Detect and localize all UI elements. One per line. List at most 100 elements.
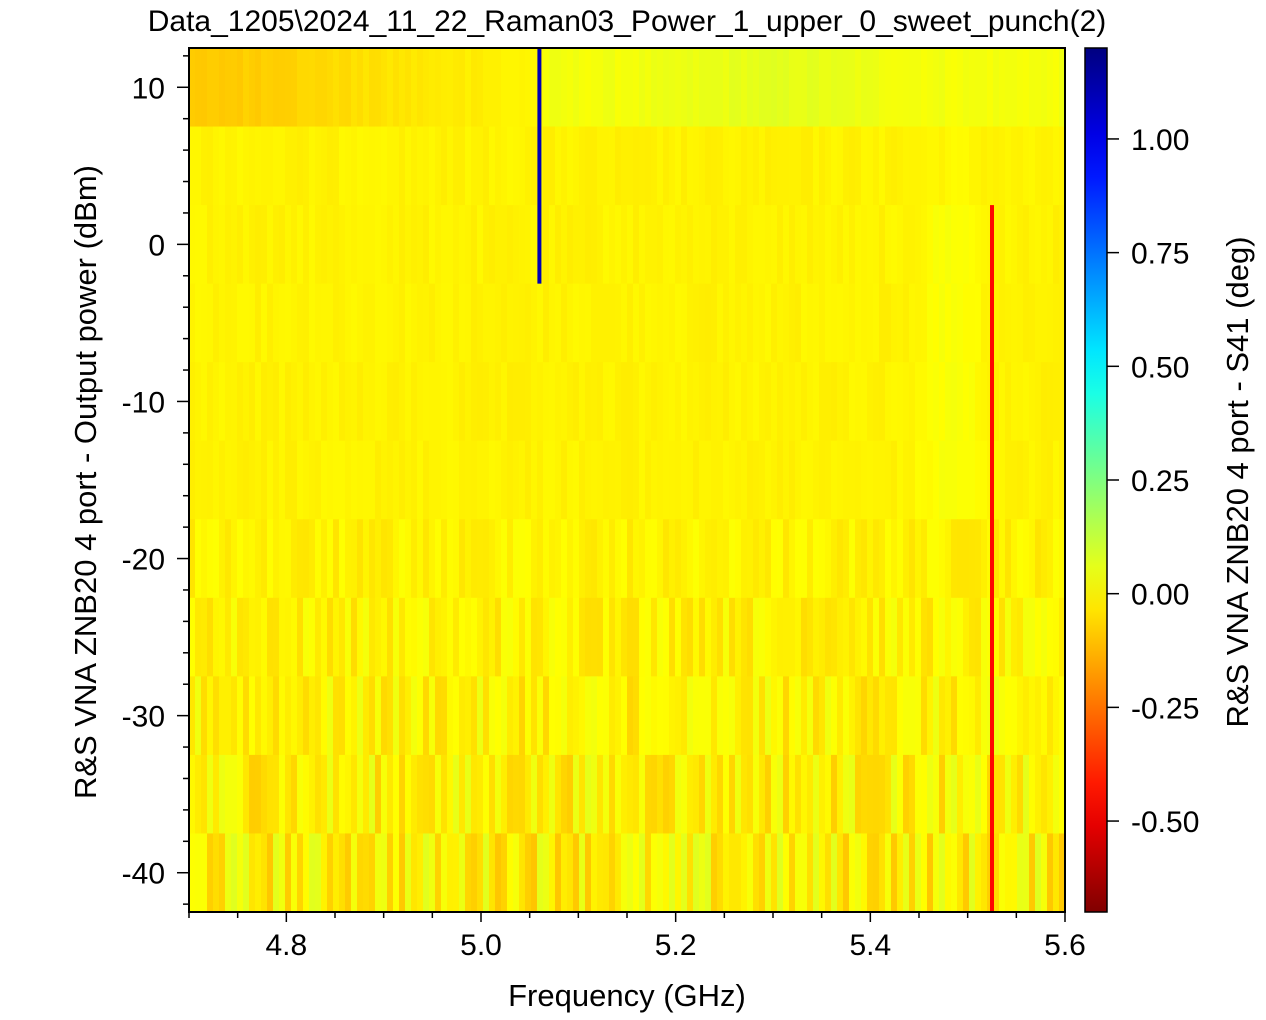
heatmap-cell [807,440,814,520]
heatmap-cell [789,754,796,835]
heatmap-cell [459,754,466,835]
heatmap-cell [777,48,784,128]
heatmap-cell [969,126,976,206]
heatmap-cell [309,597,316,677]
colorbar-axis: 1.000.750.500.250.00-0.25-0.50 [1107,124,1199,839]
heatmap-cell [345,48,352,128]
heatmap-cell [411,676,418,756]
heatmap-cell [687,597,694,677]
heatmap-cell [621,126,628,206]
heatmap-cell [381,205,388,285]
heatmap-cell [717,676,724,756]
heatmap-cell [1035,597,1042,677]
heatmap-cell [933,597,940,677]
heatmap-cell [453,48,460,128]
heatmap-cell [495,597,502,677]
heatmap-cell [843,519,850,599]
heatmap-cell [1059,362,1066,442]
heatmap-cell [927,362,934,442]
heatmap-cell [783,754,790,835]
heatmap-cell [219,48,226,128]
heatmap-cell [1011,519,1018,599]
heatmap-cell [759,362,766,442]
heatmap-cell [921,283,928,363]
heatmap-cell [663,597,670,677]
heatmap-cell [363,126,370,206]
heatmap-cell [981,283,988,363]
heatmap-cell [477,519,484,599]
heatmap-cell [699,283,706,363]
heatmap-cell [375,283,382,363]
y-axis-title: R&S VNA ZNB20 4 port - Output power (dBm… [68,165,103,799]
heatmap-cell [495,440,502,520]
heatmap-cell [861,676,868,756]
heatmap-cell [243,754,250,835]
heatmap-cell [657,676,664,756]
heatmap-cell [801,440,808,520]
heatmap-cell [687,440,694,520]
heatmap-cell [831,833,838,913]
heatmap-cell [273,833,280,913]
heatmap-cell [585,205,592,285]
heatmap-cell [897,126,904,206]
heatmap-cell [441,597,448,677]
heatmap-cell [723,205,730,285]
heatmap-cell [975,205,982,285]
heatmap-cell [975,362,982,442]
heatmap-cell [861,440,868,520]
heatmap-cell [855,440,862,520]
heatmap-cell [831,126,838,206]
heatmap-cell [729,126,736,206]
heatmap-cell [285,48,292,128]
heatmap-cell [561,833,568,913]
heatmap-cell [765,48,772,128]
heatmap-cell [483,362,490,442]
heatmap-cell [525,754,532,835]
heatmap-cell [867,440,874,520]
heatmap-cell [501,440,508,520]
heatmap-cell [507,205,514,285]
heatmap-cell [423,597,430,677]
heatmap-cell [189,597,196,677]
heatmap-cell [687,676,694,756]
heatmap-cell [201,519,208,599]
heatmap-cell [507,126,514,206]
heatmap-cell [615,597,622,677]
heatmap-cell [459,283,466,363]
heatmap-cell [525,126,532,206]
heatmap-cell [1059,283,1066,363]
heatmap-cell [369,440,376,520]
heatmap-cell [627,676,634,756]
heatmap-cell [753,362,760,442]
heatmap-cell [213,283,220,363]
heatmap-cell [477,48,484,128]
heatmap-cell [387,205,394,285]
heatmap-cell [603,362,610,442]
heatmap-cell [981,833,988,913]
heatmap-cell [951,833,958,913]
heatmap-cell [225,48,232,128]
heatmap-cell [399,440,406,520]
heatmap-cell [489,754,496,835]
heatmap-cell [765,126,772,206]
heatmap-cell [1053,126,1060,206]
heatmap-cell [705,48,712,128]
heatmap-cell [627,283,634,363]
heatmap-cell [873,833,880,913]
heatmap-cell [519,833,526,913]
heatmap-cell [699,126,706,206]
heatmap-cell [921,676,928,756]
heatmap-cell [531,48,538,128]
heatmap-cell [339,362,346,442]
heatmap-cell [513,754,520,835]
heatmap-cell [639,283,646,363]
heatmap-cell [657,440,664,520]
heatmap-cell [477,126,484,206]
heatmap-cell [909,362,916,442]
heatmap-cell [903,362,910,442]
heatmap-cell [501,126,508,206]
heatmap-cell [297,362,304,442]
heatmap-cell [405,440,412,520]
heatmap-cell [555,283,562,363]
heatmap-cell [195,205,202,285]
